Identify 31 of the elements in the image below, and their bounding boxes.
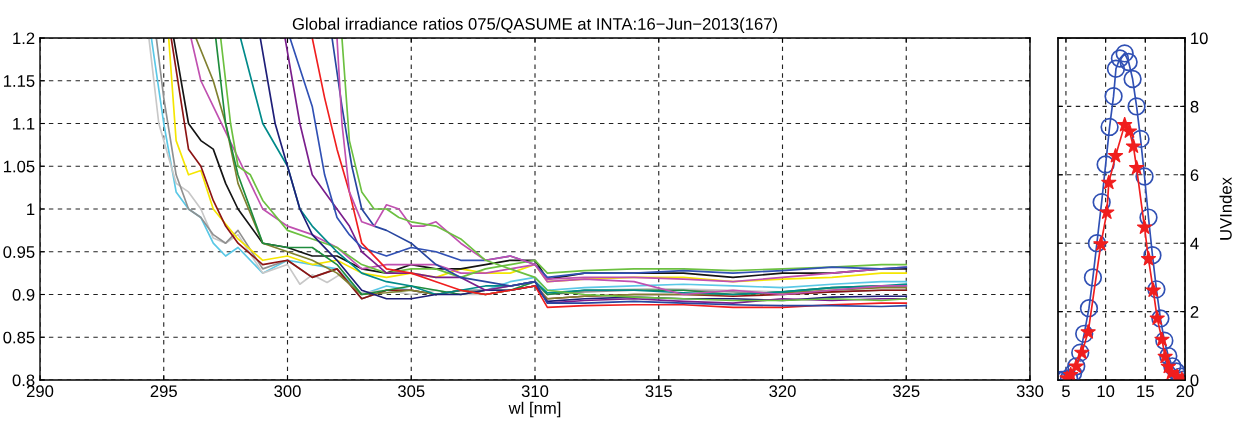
x-tick-label: 5 (1061, 385, 1070, 398)
y2-tick-label: 0 (1190, 374, 1199, 387)
chart-title: Global irradiance ratios 075/QASUME at INTA:16−Jun−2013(167) (292, 17, 778, 34)
y-tick-label: 0.8 (12, 374, 35, 387)
y2-tick-label: 10 (1191, 32, 1208, 45)
x-tick-label: 325 (892, 385, 920, 398)
x-tick-label: 15 (1137, 385, 1154, 398)
y-tick-label: 0.95 (3, 246, 35, 258)
x-tick-label: 300 (274, 385, 301, 398)
y-tick-label: 1.15 (3, 75, 35, 87)
x-tick-label: 310 (521, 385, 549, 398)
y2-tick-label: 6 (1190, 169, 1199, 181)
x-tick-label: 20 (1176, 385, 1194, 398)
y2-tick-label: 4 (1190, 237, 1199, 250)
y-tick-label: 1.05 (3, 160, 35, 173)
x-tick-label: 320 (769, 385, 796, 398)
x-tick-label: 305 (397, 385, 425, 398)
y2-tick-label: 8 (1190, 100, 1199, 113)
x-tick-label: 315 (645, 385, 672, 398)
y2-axis-title: UVIndex (1219, 177, 1232, 240)
y-tick-label: 1.1 (13, 118, 35, 130)
y-tick-label: 1.2 (13, 32, 35, 45)
x-tick-label: 290 (26, 385, 54, 398)
y-tick-label: 0.9 (12, 288, 35, 301)
x-tick-label: 10 (1097, 385, 1115, 398)
y-tick-label: 1 (27, 203, 35, 216)
x-tick-label: 330 (1016, 385, 1044, 398)
y-tick-label: 0.85 (3, 331, 35, 344)
x-axis-title: wl [nm] (508, 401, 561, 418)
x-tick-label: 295 (150, 385, 177, 398)
y2-tick-label: 2 (1190, 306, 1199, 318)
